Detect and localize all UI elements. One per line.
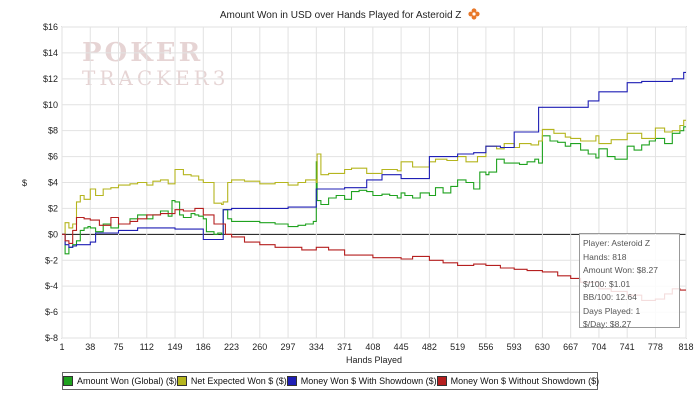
x-tick-label: 112 bbox=[140, 342, 154, 352]
series-line-1 bbox=[62, 119, 686, 235]
legend-item-amount-won[interactable]: Amount Won (Global) ($) bbox=[63, 376, 177, 386]
x-tick-label: 519 bbox=[450, 342, 465, 352]
y-tick-label: $-6 bbox=[45, 307, 58, 317]
x-tick-label: 260 bbox=[252, 342, 267, 352]
x-tick-label: 297 bbox=[281, 342, 296, 352]
x-tick-label: 593 bbox=[507, 342, 522, 352]
player-stats-tooltip: Player: Asteroid Z Hands: 818 Amount Won… bbox=[579, 233, 680, 329]
y-tick-label: $16 bbox=[43, 22, 58, 32]
x-tick-label: 741 bbox=[620, 342, 635, 352]
x-tick-label: 704 bbox=[591, 342, 606, 352]
x-tick-label: 778 bbox=[648, 342, 663, 352]
x-tick-label: 334 bbox=[309, 342, 324, 352]
y-tick-label: $2 bbox=[48, 203, 58, 213]
tooltip-dollars-per-100: $/100: $1.01 bbox=[583, 278, 631, 289]
watermark-digit: 3 bbox=[212, 66, 230, 90]
x-tick-label: 630 bbox=[535, 342, 550, 352]
x-tick-label: 149 bbox=[168, 342, 183, 352]
x-tick-label: 818 bbox=[678, 342, 693, 352]
x-axis-label: Hands Played bbox=[346, 355, 402, 365]
y-tick-label: $-2 bbox=[45, 255, 58, 265]
x-tick-label: 667 bbox=[563, 342, 578, 352]
legend-swatch bbox=[286, 376, 297, 386]
chart-title: Amount Won in USD over Hands Played for … bbox=[0, 8, 700, 23]
x-tick-label: 556 bbox=[478, 342, 493, 352]
x-tick-label: 371 bbox=[337, 342, 352, 352]
y-tick-label: $14 bbox=[43, 48, 58, 58]
x-tick-label: 186 bbox=[196, 342, 211, 352]
tooltip-days-played: Days Played: 1 bbox=[583, 305, 641, 316]
legend-item-with-showdown[interactable]: Money Won $ With Showdown ($) bbox=[286, 376, 437, 386]
x-tick-label: 1 bbox=[59, 342, 64, 352]
x-axis-ticks: 1 38 75 112 149 186 223 260 297 334 371 408 445 482 51… bbox=[59, 342, 693, 352]
tooltip-dollars-per-day: $/Day: $8.27 bbox=[583, 319, 632, 329]
y-tick-label: $12 bbox=[43, 74, 58, 84]
y-tick-label: $6 bbox=[48, 152, 58, 162]
x-tick-label: 482 bbox=[422, 342, 437, 352]
legend-item-net-expected[interactable]: Net Expected Won $ ($) bbox=[176, 376, 287, 386]
series-line-2 bbox=[62, 71, 686, 248]
legend-label: Amount Won (Global) ($) bbox=[77, 376, 177, 386]
legend-swatch bbox=[436, 376, 447, 386]
chart-title-text: Amount Won in USD over Hands Played for … bbox=[219, 10, 462, 22]
watermark-bottom: TRACKER3 bbox=[82, 66, 252, 90]
legend-swatch bbox=[63, 376, 73, 386]
legend-item-without-showdown[interactable]: Money Won $ Without Showdown ($) bbox=[436, 376, 600, 386]
y-axis-ticks: $-8 $-6 $-4 $-2 $0 $2 $4 $6 $8 $10 $12 $14 $16 bbox=[43, 22, 58, 343]
x-tick-label: 75 bbox=[114, 342, 124, 352]
y-tick-label: $4 bbox=[48, 178, 58, 188]
chart-legend: Amount Won (Global) ($) Net Expected Won… bbox=[62, 372, 600, 390]
watermark-bottom-text: TRACKER bbox=[82, 66, 213, 90]
y-tick-label: $0 bbox=[48, 229, 58, 239]
y-tick-label: $-8 bbox=[45, 333, 58, 343]
tooltip-player: Player: Asteroid Z bbox=[583, 238, 651, 248]
tooltip-hands: Hands: 818 bbox=[583, 251, 627, 262]
x-tick-label: 223 bbox=[224, 342, 239, 352]
legend-label: Money Won $ With Showdown ($) bbox=[300, 376, 437, 386]
settings-flower-icon[interactable] bbox=[468, 8, 480, 23]
y-axis-label: $ bbox=[22, 178, 27, 188]
legend-label: Money Won $ Without Showdown ($) bbox=[450, 376, 600, 386]
tooltip-bb-per-100: BB/100: 12.64 bbox=[583, 292, 637, 302]
x-tick-label: 445 bbox=[394, 342, 409, 352]
grid-lines bbox=[61, 26, 687, 339]
y-tick-label: $10 bbox=[43, 100, 58, 110]
legend-label: Net Expected Won $ ($) bbox=[190, 376, 287, 386]
tooltip-amount-won: Amount Won: $8.27 bbox=[583, 265, 658, 275]
x-tick-label: 38 bbox=[85, 342, 95, 352]
x-tick-label: 408 bbox=[365, 342, 380, 352]
legend-swatch bbox=[176, 376, 187, 386]
series-line-0 bbox=[62, 126, 686, 255]
y-tick-label: $-4 bbox=[45, 281, 58, 291]
y-tick-label: $8 bbox=[48, 126, 58, 136]
